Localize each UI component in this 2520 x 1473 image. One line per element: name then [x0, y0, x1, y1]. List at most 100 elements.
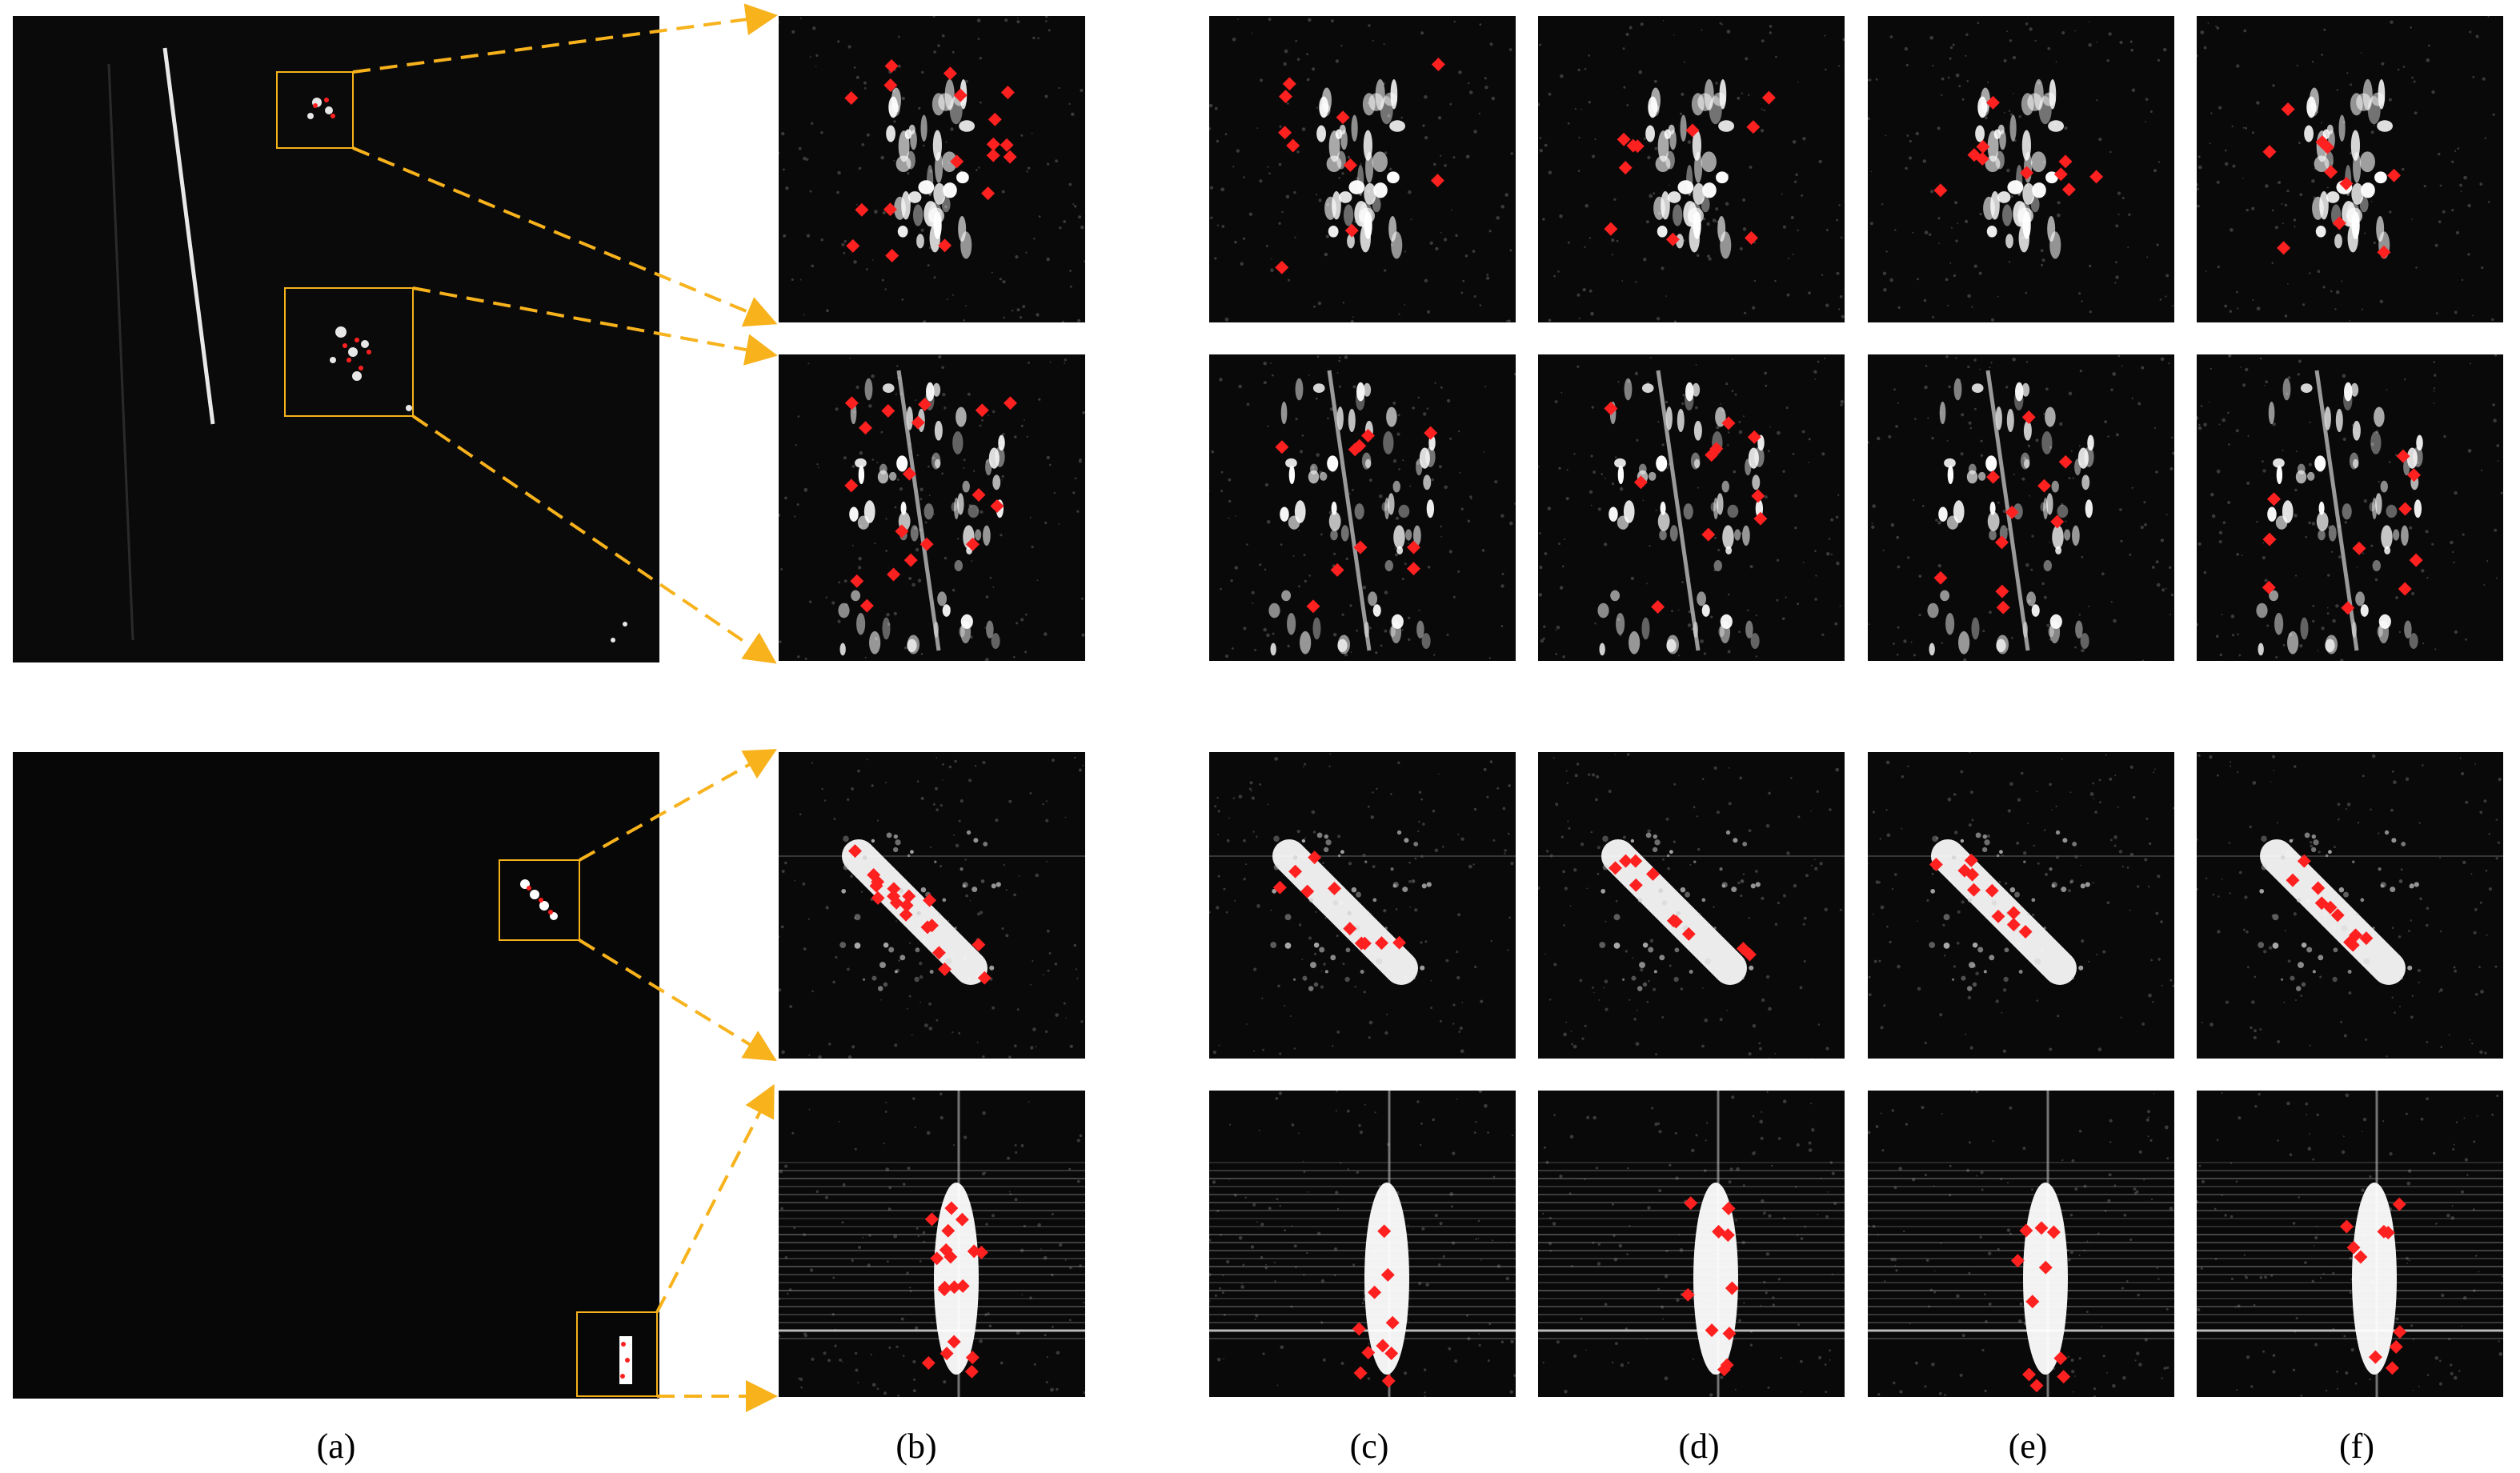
keypoint-marker — [2046, 1225, 2061, 1239]
zoom-panel-b-row1 — [779, 16, 1085, 322]
keypoint-marker — [899, 907, 913, 922]
keypoint-marker — [1352, 1322, 1366, 1336]
keypoint-marker — [950, 154, 964, 169]
keypoint-marker — [1300, 884, 1315, 899]
keypoint-marker — [956, 1279, 970, 1293]
keypoint-marker — [943, 66, 957, 81]
keypoint-marker — [1343, 158, 1357, 172]
zoom-panel-b-row2 — [779, 354, 1085, 661]
zoom-panel-svg — [1538, 16, 1845, 322]
zoom-panel-svg — [2197, 752, 2503, 1059]
keypoint-marker — [887, 889, 901, 903]
keypoint-marker — [844, 478, 859, 493]
keypoint-marker — [1275, 260, 1289, 274]
keypoint-marker — [2019, 1223, 2033, 1238]
scene-bottom-svg — [13, 752, 659, 1399]
keypoint-marker — [2315, 135, 2330, 150]
zoom-panel-svg — [2197, 16, 2503, 322]
keypoint-marker — [923, 893, 937, 907]
zoom-panel-f-row2 — [2197, 354, 2503, 661]
bright-streak — [162, 47, 215, 425]
zoom-panel-svg — [1868, 354, 2174, 661]
keypoint-marker — [972, 938, 986, 952]
keypoint-marker — [977, 971, 992, 985]
keypoint-marker — [964, 1364, 979, 1379]
keypoint-marker — [2339, 1219, 2354, 1234]
keypoint-marker — [2409, 553, 2423, 567]
zoom-panel-svg — [779, 354, 1085, 661]
zoom-box-3 — [499, 859, 580, 941]
keypoint-marker — [2387, 168, 2402, 182]
zoom-panel-svg — [779, 16, 1085, 322]
zoom-panel-svg — [1209, 354, 1516, 661]
keypoint-marker — [895, 524, 909, 538]
keypoint-marker — [850, 574, 864, 588]
keypoint-marker — [1282, 77, 1296, 91]
zoom-panel-d-row2 — [1538, 354, 1845, 661]
keypoint-marker — [903, 553, 918, 567]
keypoint-marker — [2018, 925, 2033, 939]
keypoint-marker — [981, 186, 996, 201]
keypoint-marker — [1380, 1267, 1395, 1282]
zoom-panel-e-row3 — [1868, 752, 2174, 1059]
keypoint-marker — [2061, 182, 2076, 197]
keypoint-marker — [1343, 922, 1357, 936]
keypoint-marker — [924, 1212, 939, 1227]
keypoint-marker — [1407, 562, 1420, 576]
zoom-panel-svg — [1538, 1091, 1845, 1397]
zoom-box-4 — [576, 1311, 658, 1397]
keypoint-marker — [1717, 1363, 1731, 1377]
keypoint-marker — [1286, 138, 1300, 153]
keypoint-marker — [1000, 86, 1015, 99]
zoom-panel-svg — [1868, 16, 2174, 322]
keypoint-marker — [1669, 915, 1683, 929]
keypoint-marker — [846, 238, 860, 253]
keypoint-marker — [2339, 177, 2354, 190]
scene-image-top — [13, 16, 659, 662]
caption-e: (e) — [2008, 1427, 2048, 1466]
keypoint-marker — [986, 137, 1000, 151]
zoom-panel-d-row1 — [1538, 16, 1845, 322]
keypoint-marker — [1424, 426, 1438, 440]
keypoint-marker — [2324, 165, 2338, 179]
keypoint-marker — [938, 238, 952, 253]
keypoint-marker — [1705, 1323, 1719, 1338]
zoom-panel-f-row1 — [2197, 16, 2503, 322]
keypoint-marker — [885, 249, 899, 262]
keypoint-marker — [941, 1223, 956, 1238]
keypoint-marker — [972, 488, 986, 502]
scene-top-svg — [13, 16, 659, 662]
keypoint-marker — [2377, 245, 2391, 259]
keypoint-marker — [1751, 489, 1765, 503]
keypoint-marker — [1929, 858, 1943, 871]
keypoint-marker — [2277, 241, 2291, 255]
keypoint-marker — [1392, 935, 1407, 950]
keypoint-marker — [1665, 232, 1680, 246]
keypoint-marker — [953, 88, 968, 102]
keypoint-marker — [930, 1251, 944, 1266]
zoom-box-1 — [276, 71, 354, 149]
keypoint-marker — [1957, 863, 1972, 878]
keypoint-marker — [899, 899, 914, 913]
keypoint-marker — [881, 404, 895, 418]
keypoint-marker — [965, 1351, 980, 1365]
zoom-panel-svg — [1538, 354, 1845, 661]
keypoint-marker — [2368, 1350, 2382, 1364]
zoom-panel-f-row4 — [2197, 1091, 2503, 1397]
keypoint-marker — [2010, 1254, 2025, 1268]
zoom-panel-svg — [1868, 1091, 2174, 1397]
zoom-panel-e-row2 — [1868, 354, 2174, 661]
keypoint-marker — [902, 889, 916, 903]
keypoint-marker — [1330, 562, 1344, 577]
zoom-panel-d-row3 — [1538, 752, 1845, 1059]
keypoint-marker — [2359, 931, 2374, 946]
zoom-panel-svg — [1868, 752, 2174, 1059]
keypoint-marker — [2377, 1224, 2391, 1239]
keypoint-marker — [1742, 947, 1757, 962]
keypoint-marker — [887, 567, 901, 582]
keypoint-marker — [1381, 1374, 1396, 1388]
keypoint-marker — [2029, 1379, 2044, 1393]
keypoint-marker — [1344, 223, 1359, 238]
keypoint-marker — [844, 91, 859, 105]
zoom-panel-svg — [1209, 1091, 1516, 1397]
